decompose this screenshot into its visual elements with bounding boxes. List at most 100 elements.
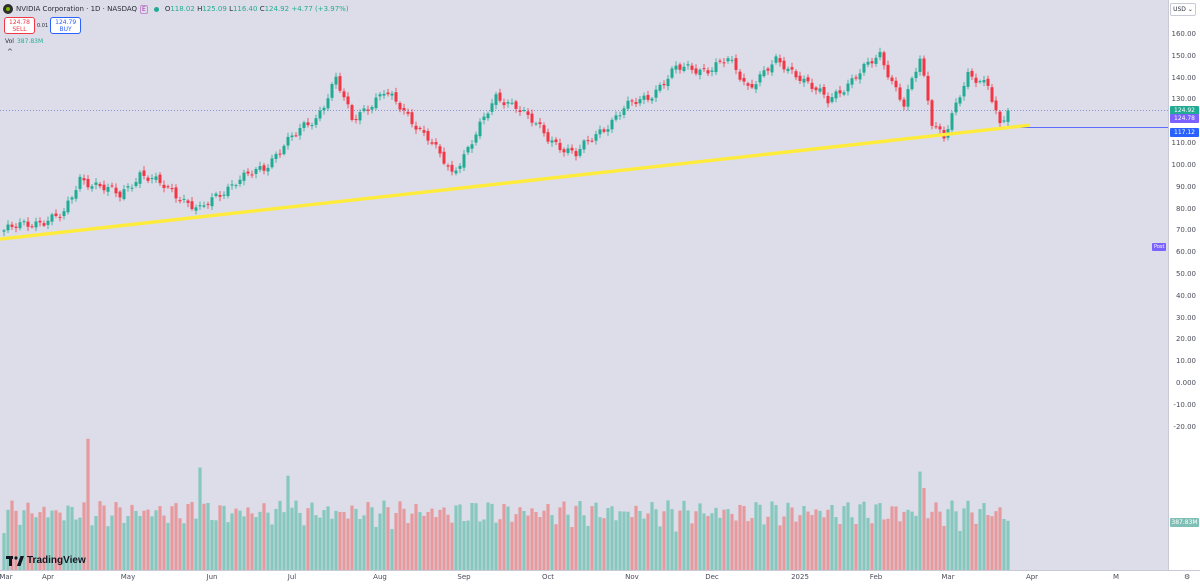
candle-body xyxy=(770,64,774,73)
volume-bar xyxy=(738,504,742,570)
candle-body xyxy=(34,221,38,228)
volume-value: 387.83M xyxy=(16,38,44,45)
sell-button[interactable]: 124.78 SELL xyxy=(4,17,35,34)
volume-bar xyxy=(210,519,214,570)
candle-body xyxy=(118,191,122,198)
volume-bar xyxy=(798,515,802,570)
candle-body xyxy=(982,80,986,83)
volume-bar xyxy=(594,502,598,570)
candle-body xyxy=(26,221,30,227)
volume-bar xyxy=(962,508,966,570)
volume-bar xyxy=(762,524,766,570)
candle-body xyxy=(498,92,502,101)
volume-bar xyxy=(958,530,962,570)
gear-icon[interactable]: ⚙ xyxy=(1184,573,1191,581)
candle-body xyxy=(418,127,422,129)
candle-body xyxy=(610,119,614,130)
candle-body xyxy=(194,207,198,211)
candle-body xyxy=(906,89,910,107)
tradingview-logo[interactable]: TradingView xyxy=(6,555,86,566)
volume-bar xyxy=(546,503,550,570)
candle-body xyxy=(450,164,454,172)
volume-bar xyxy=(458,504,462,570)
candle-body xyxy=(162,184,166,188)
volume-bar xyxy=(682,500,686,570)
plot-area[interactable] xyxy=(0,0,1168,570)
candle-body xyxy=(506,102,510,104)
market-status-icon[interactable] xyxy=(153,6,159,12)
volume-bar xyxy=(482,519,486,570)
currency-select[interactable]: USD ⌄ xyxy=(1170,3,1196,16)
candle-body xyxy=(406,111,410,114)
candle-body xyxy=(54,213,58,216)
volume-bar xyxy=(486,502,490,570)
volume-bar xyxy=(6,509,10,570)
candle-body xyxy=(202,205,206,207)
volume-bar xyxy=(534,512,538,570)
candle-body xyxy=(762,70,766,77)
candle-body xyxy=(378,94,382,97)
volume-bar xyxy=(646,513,650,570)
candle-body xyxy=(174,187,178,199)
volume-bar xyxy=(374,526,378,570)
volume-bar xyxy=(602,518,606,570)
volume-bar xyxy=(678,510,682,570)
volume-bar xyxy=(218,505,222,570)
volume-bar xyxy=(770,501,774,570)
candle-body xyxy=(314,118,318,125)
candle-body xyxy=(622,108,626,116)
volume-bar xyxy=(342,512,346,570)
chevron-down-icon: ⌄ xyxy=(1187,6,1193,13)
candle-body xyxy=(894,80,898,88)
price-tick-label: 0.000 xyxy=(1175,379,1196,387)
volume-bar xyxy=(970,512,974,570)
collapse-legend-icon[interactable]: ^ xyxy=(7,48,13,56)
candle-body xyxy=(926,75,930,101)
time-axis[interactable]: Mar Apr May Jun Jul Aug Sep Oct Nov Dec 2025 Feb Mar… xyxy=(0,570,1200,585)
volume-bar xyxy=(794,521,798,570)
volume-bar xyxy=(910,511,914,570)
candle-body xyxy=(514,101,518,109)
time-tick-label: Apr xyxy=(41,573,55,581)
volume-bar xyxy=(154,510,158,570)
price-volume-chart[interactable] xyxy=(0,0,1168,570)
candle-body xyxy=(990,87,994,102)
volume-bar xyxy=(658,526,662,570)
volume-bar xyxy=(742,506,746,570)
volume-bar xyxy=(846,502,850,570)
candle-body xyxy=(598,129,602,135)
volume-bar xyxy=(110,515,114,570)
candle-body xyxy=(302,122,306,128)
candle-body xyxy=(110,185,114,187)
symbol-title[interactable]: NVIDIA Corporation · 1D · NASDAQ xyxy=(16,5,138,13)
high-label: H xyxy=(197,5,203,13)
volume-bar xyxy=(90,525,94,570)
volume-bar xyxy=(262,503,266,570)
volume-bar xyxy=(10,500,14,570)
volume-bar xyxy=(414,504,418,570)
candle-body xyxy=(546,132,550,142)
candle-body xyxy=(886,64,890,78)
buy-button[interactable]: 124.79 BUY xyxy=(50,17,82,34)
volume-bar xyxy=(550,515,554,570)
candle-body xyxy=(482,116,486,121)
earnings-badge[interactable]: E xyxy=(140,4,148,14)
candle-body xyxy=(130,187,134,189)
candle-body xyxy=(410,112,414,125)
price-axis[interactable]: 230.00220.00210.00200.00190.00180.00170.… xyxy=(1168,0,1200,570)
volume-bar xyxy=(338,511,342,570)
volume-bar xyxy=(250,513,254,570)
candle-body xyxy=(934,126,938,128)
candle-body xyxy=(6,224,10,231)
volume-bar xyxy=(614,520,618,570)
candle-body xyxy=(694,68,698,74)
candle-body xyxy=(510,102,514,104)
volume-legend[interactable]: Vol 387.83M xyxy=(5,38,43,45)
candle-body xyxy=(398,103,402,110)
candle-body xyxy=(670,68,674,78)
candle-body xyxy=(970,70,974,77)
volume-bar xyxy=(98,501,102,570)
candle-body xyxy=(910,78,914,90)
candle-body xyxy=(430,142,434,144)
price-tick-label: 10.00 xyxy=(1175,357,1196,366)
